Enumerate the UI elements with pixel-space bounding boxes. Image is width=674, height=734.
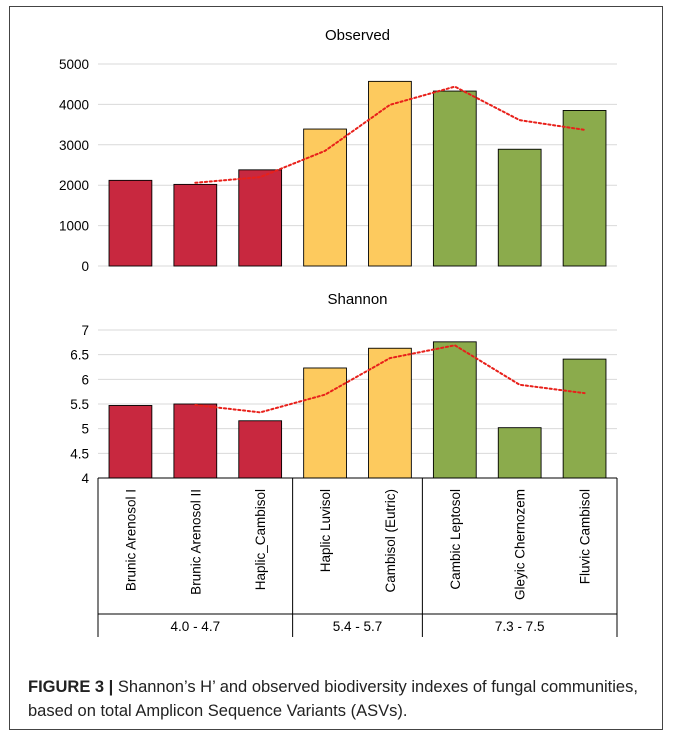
shannon-bar-6 [432,341,477,479]
observed-y-tick-label: 2000 [59,178,89,193]
shannon-bar-4 [303,367,347,479]
figure-frame [9,6,663,730]
category-label-2: Brunic Arenosol II [188,489,203,595]
shannon-bar-7 [497,427,542,479]
shannon-y-tick-label: 7 [81,323,89,338]
observed-bar-2 [173,183,218,267]
shannon-y-tick-label: 4.5 [70,446,89,461]
shannon-bar-8 [562,358,607,479]
category-label-7: Gleyic Chernozem [513,489,528,600]
group-label-1: 4.0 - 4.7 [171,619,221,634]
observed-bar-6 [432,90,477,267]
shannon-y-tick-label: 5.5 [70,397,89,412]
shannon-trend-line [194,344,586,414]
observed-y-tick-label: 5000 [59,57,89,72]
group-label-2: 5.4 - 5.7 [333,619,383,634]
category-label-3: Haplic_Cambisol [253,489,268,590]
observed-trend-line [194,85,586,184]
group-label-3: 7.3 - 7.5 [495,619,545,634]
observed-y-tick-label: 4000 [59,97,89,112]
category-label-6: Cambic Leptosol [448,489,463,590]
observed-bar-3 [238,169,283,267]
observed-bar-1 [108,179,153,267]
shannon-chart-title: Shannon [327,291,387,308]
shannon-bar-2 [173,403,218,479]
category-label-1: Brunic Arenosol I [123,489,138,591]
observed-bar-5 [368,80,412,267]
observed-y-tick-label: 0 [81,259,89,274]
figure-caption: FIGURE 3 | Shannon’s H’ and observed bio… [28,675,648,723]
caption-text: Shannon’s H’ and observed biodiversity i… [28,678,638,720]
shannon-y-tick-label: 5 [81,422,89,437]
shannon-y-tick-label: 6 [81,372,89,387]
shannon-bar-5 [368,347,412,479]
shannon-bar-1 [108,405,153,479]
observed-bar-7 [497,148,542,267]
caption-label: FIGURE 3 | [28,678,114,696]
observed-bar-8 [562,110,607,267]
observed-chart-title: Observed [325,27,390,44]
shannon-bar-3 [238,420,283,479]
category-label-4: Haplic Luvisol [318,489,333,572]
shannon-y-tick-label: 4 [81,471,89,486]
observed-y-tick-label: 3000 [59,138,89,153]
category-label-8: Fluvic Cambisol [578,489,593,584]
observed-y-tick-label: 1000 [59,219,89,234]
observed-bar-4 [303,128,347,267]
category-label-5: Cambisol (Eutric) [383,489,398,593]
shannon-y-tick-label: 6.5 [70,348,89,363]
